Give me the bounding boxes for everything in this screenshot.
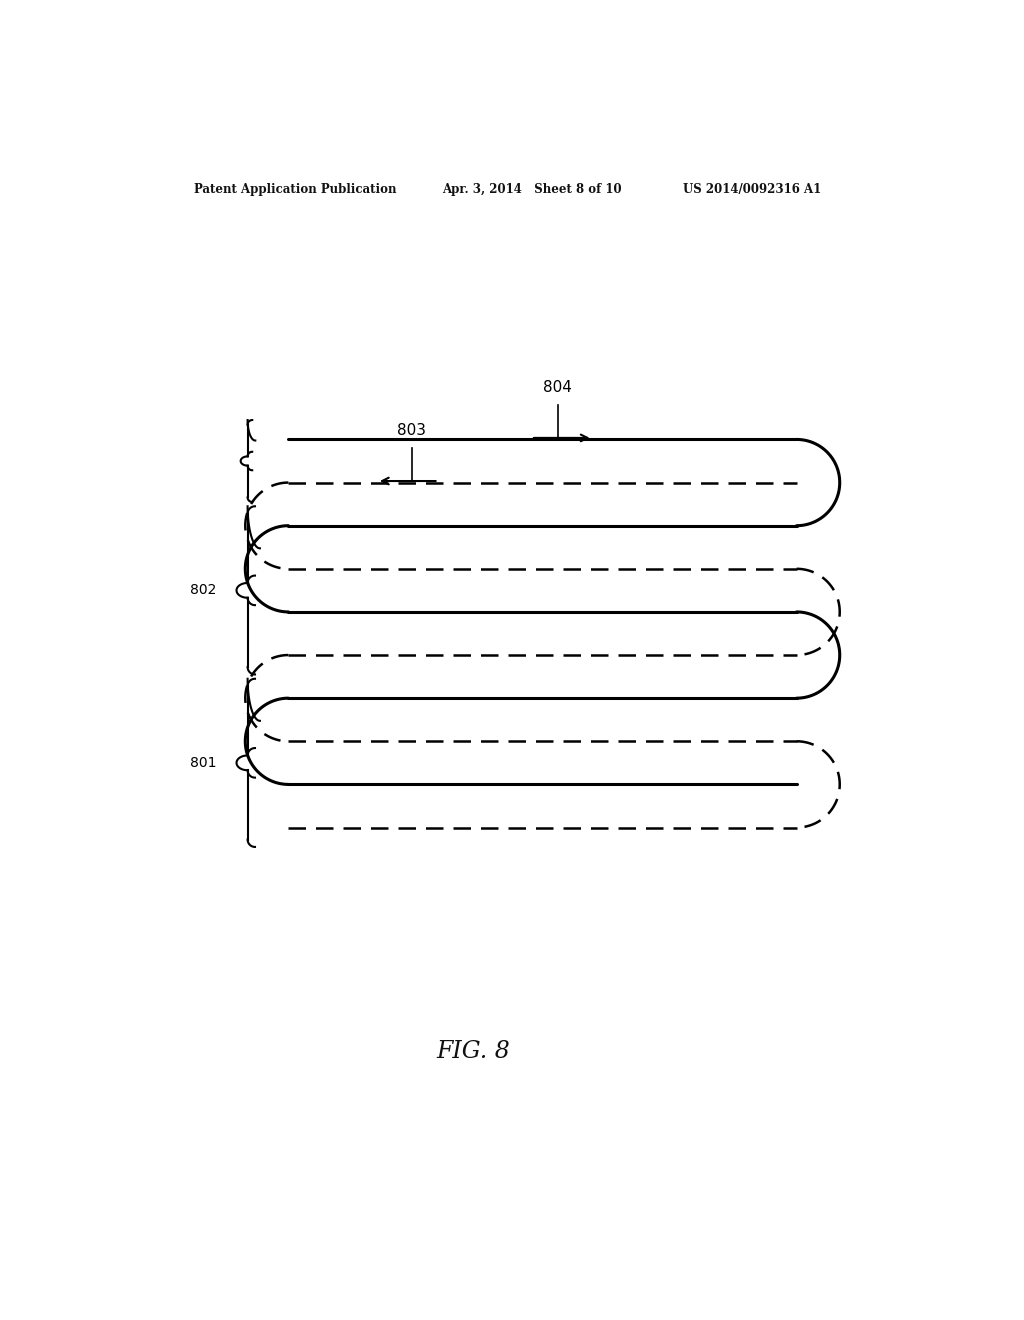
Text: US 2014/0092316 A1: US 2014/0092316 A1 [683,183,821,197]
Text: 803: 803 [397,422,426,438]
Text: 802: 802 [190,583,217,598]
Text: 801: 801 [190,756,217,770]
Text: Patent Application Publication: Patent Application Publication [194,183,396,197]
Text: 804: 804 [544,380,572,395]
Text: Apr. 3, 2014   Sheet 8 of 10: Apr. 3, 2014 Sheet 8 of 10 [442,183,622,197]
Text: FIG. 8: FIG. 8 [436,1040,510,1063]
